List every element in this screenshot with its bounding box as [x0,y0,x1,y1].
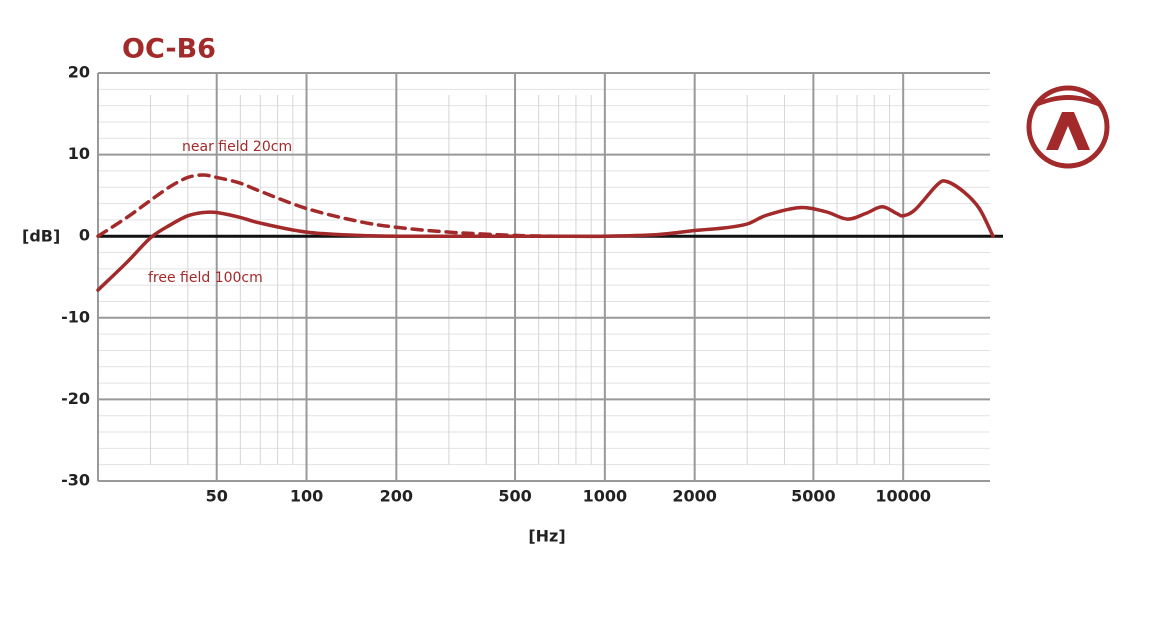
chart-title: OC-B6 [122,34,216,65]
logo-arc [1034,95,1102,108]
response-curve [96,173,561,238]
x-tick-label: 200 [380,487,413,506]
series-label: near field 20cm [182,139,292,155]
x-tick-label: 50 [206,487,228,506]
logo-glyph [1046,112,1090,150]
curves [96,173,1003,292]
y-axis-label: [dB] [22,227,60,246]
logo [1026,85,1110,169]
x-axis-label: [Hz] [528,527,565,546]
x-tick-label: 5000 [791,487,836,506]
x-tick-label: 1000 [583,487,628,506]
series-label: free field 100cm [148,270,263,286]
x-tick-label: 2000 [672,487,717,506]
response-curve [96,179,995,292]
y-tick-label: -10 [61,307,90,326]
x-tick-label: 500 [498,487,531,506]
y-tick-label: 0 [79,226,90,245]
y-tick-label: -20 [61,389,90,408]
x-tick-label: 100 [290,487,323,506]
y-tick-label: 20 [68,63,90,82]
y-tick-label: -30 [61,471,90,490]
x-tick-label: 10000 [875,487,931,506]
logo-ring [1026,85,1110,169]
y-tick-label: 10 [68,144,90,163]
